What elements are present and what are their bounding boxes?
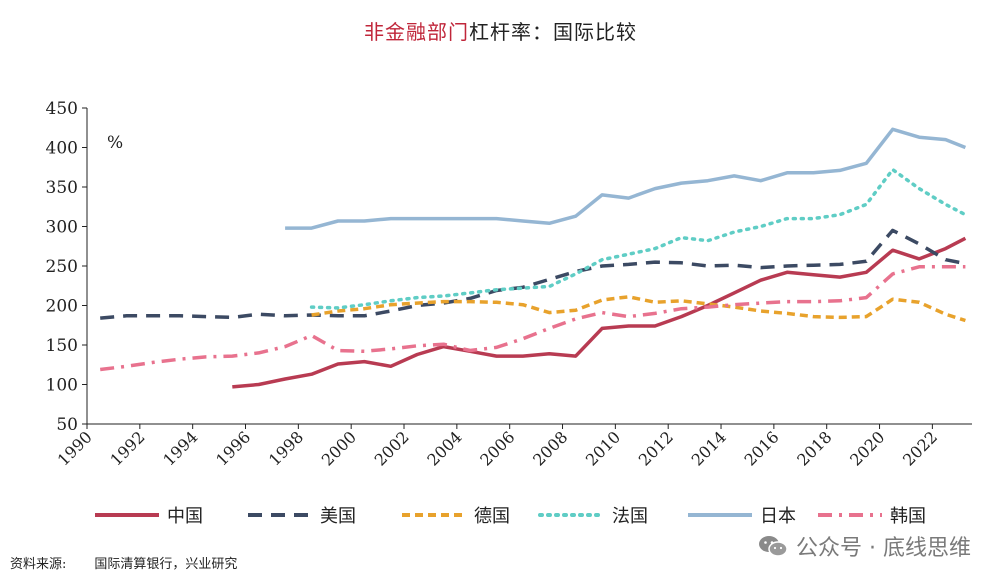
chart-legend: 中国 美国 德国 法国 日本 韩国	[95, 506, 926, 527]
series-line-美国	[100, 228, 966, 320]
chart-title-highlight: 非金融部门	[364, 20, 469, 44]
x-tick-label: 1996	[212, 427, 254, 469]
y-tick-label: 100	[46, 376, 78, 396]
series-line-法国	[309, 167, 968, 310]
chart-series-lines	[99, 127, 968, 389]
x-tick-label: 2008	[529, 427, 571, 469]
y-tick-label: 50	[56, 415, 78, 435]
y-tick-label: 400	[46, 139, 78, 159]
x-tick-label: 2010	[582, 427, 624, 469]
watermark: 公众号 · 底线思维	[758, 530, 971, 562]
x-tick-label: 2012	[635, 427, 677, 469]
y-tick-label: 250	[46, 257, 78, 277]
legend-label-德国: 德国	[474, 506, 510, 527]
x-tick-label: 1994	[159, 427, 201, 469]
unit-label: %	[107, 133, 123, 153]
y-tick-label: 200	[46, 297, 78, 317]
y-tick-label: 450	[46, 99, 78, 119]
source-note: 资料来源: 国际清算银行，兴业研究	[10, 553, 265, 572]
x-tick-label: 2018	[793, 427, 835, 469]
wechat-icon	[759, 536, 788, 557]
series-line-日本	[285, 127, 967, 230]
x-tick-label: 1998	[265, 427, 307, 469]
y-tick-label: 350	[46, 178, 78, 198]
x-tick-label: 1992	[106, 427, 148, 469]
legend-label-日本: 日本	[760, 506, 796, 527]
x-tick-label: 2016	[740, 427, 782, 469]
legend-label-韩国: 韩国	[890, 506, 926, 527]
x-tick-label: 2002	[371, 427, 413, 469]
chart-title: 非金融部门杠杆率：国际比较	[0, 16, 1001, 45]
source-label: 资料来源:	[10, 557, 67, 572]
y-tick-label: 150	[46, 336, 78, 356]
y-tick-label: 300	[46, 218, 78, 238]
series-line-德国	[311, 295, 966, 323]
source-text: 国际清算银行，兴业研究	[94, 557, 238, 572]
series-line-韩国	[99, 265, 966, 372]
watermark-text: 公众号 · 底线思维	[796, 536, 971, 561]
legend-label-法国: 法国	[612, 506, 648, 527]
series-line-中国	[232, 236, 967, 389]
x-tick-label: 2000	[318, 427, 360, 469]
x-tick-label: 2006	[476, 427, 518, 469]
x-tick-label: 2022	[899, 427, 941, 469]
x-tick-label: 2014	[688, 427, 730, 469]
x-tick-label: 2020	[846, 427, 888, 469]
legend-label-中国: 中国	[167, 506, 203, 527]
x-tick-label: 2004	[423, 427, 465, 469]
chart-title-rest: 杠杆率：国际比较	[469, 20, 637, 44]
legend-label-美国: 美国	[320, 506, 356, 527]
